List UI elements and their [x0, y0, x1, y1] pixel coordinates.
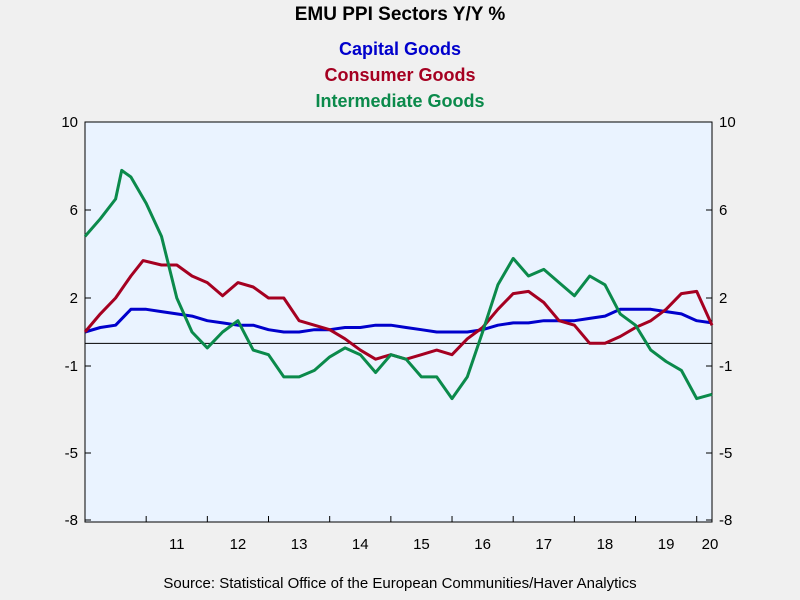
x-tick-label: 17 [535, 536, 552, 553]
x-tick-label: 15 [413, 536, 430, 553]
y-tick-label-left: 2 [70, 290, 78, 307]
x-tick-label: 13 [291, 536, 308, 553]
x-tick-label: 11 [169, 536, 185, 553]
series-line-capital-goods [84, 307, 713, 334]
y-tick-label-right: -5 [719, 445, 732, 462]
y-tick-label-left: -8 [65, 512, 78, 529]
y-tick-label-right: -1 [719, 358, 732, 375]
y-tick-label-left: 10 [61, 114, 78, 131]
series-line-intermediate-goods [83, 168, 713, 401]
y-tick-label-left: -5 [65, 445, 78, 462]
y-tick-label-right: 10 [719, 114, 736, 131]
x-tick-label: 20 [702, 536, 719, 553]
legend-consumer-goods: Consumer Goods [324, 65, 476, 85]
y-tick-label-right: 2 [719, 290, 727, 307]
legend-intermediate-goods: Intermediate Goods [315, 91, 485, 111]
y-tick-label-left: 6 [70, 202, 78, 219]
x-tick-label: 18 [597, 536, 614, 553]
x-tick-label: 19 [658, 536, 675, 553]
x-tick-label: 14 [352, 536, 369, 553]
plot-area [84, 121, 713, 523]
y-tick-label-right: 6 [719, 202, 727, 219]
legend-capital-goods: Capital Goods [338, 39, 461, 59]
x-tick-label: 12 [230, 536, 247, 553]
source-note: Source: Statistical Office of the Europe… [163, 575, 637, 592]
x-tick-label: 16 [474, 536, 491, 553]
chart-title: EMU PPI Sectors Y/Y % [294, 4, 506, 25]
y-tick-label-right: -8 [719, 512, 732, 529]
y-tick-label-left: -1 [65, 358, 78, 375]
